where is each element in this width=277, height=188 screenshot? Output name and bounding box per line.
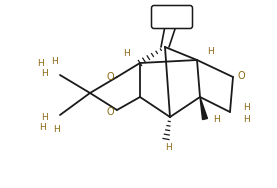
Text: H: H xyxy=(39,124,45,133)
Text: Abs: Abs xyxy=(162,12,182,22)
Text: H: H xyxy=(243,114,249,124)
Text: H: H xyxy=(214,114,220,124)
Text: O: O xyxy=(106,107,114,117)
Text: O: O xyxy=(106,72,114,82)
Text: O: O xyxy=(237,71,245,81)
Text: H: H xyxy=(165,143,171,152)
Text: H: H xyxy=(53,124,59,133)
Text: H: H xyxy=(208,48,214,57)
Text: H: H xyxy=(41,68,47,77)
Text: H: H xyxy=(124,49,130,58)
Text: H: H xyxy=(38,58,44,67)
Text: H: H xyxy=(41,112,47,121)
Polygon shape xyxy=(200,97,207,120)
Text: H: H xyxy=(243,102,249,111)
FancyBboxPatch shape xyxy=(152,5,193,29)
Text: H: H xyxy=(52,58,58,67)
